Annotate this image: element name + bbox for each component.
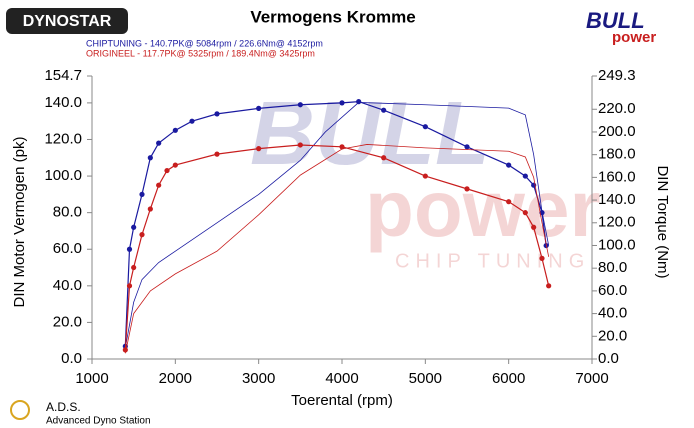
ads-logo: [10, 400, 30, 420]
data-point: [506, 199, 512, 205]
chart-title: Vermogens Kromme: [250, 7, 415, 26]
y2-tick-label: 0.0: [598, 350, 619, 367]
data-point: [297, 142, 303, 148]
x-tick-label: 6000: [492, 370, 525, 387]
data-point: [164, 167, 170, 174]
x-tick-label: 2000: [159, 370, 192, 387]
data-point: [522, 210, 528, 216]
y-tick-label: 100.0: [44, 167, 82, 184]
bull-logo: BULL: [586, 8, 645, 33]
y2-tick-label: 200.0: [598, 123, 636, 140]
y-tick-label: 40.0: [53, 277, 82, 294]
x-tick-label: 3000: [242, 370, 275, 387]
y2-tick-label: 60.0: [598, 282, 627, 299]
y2-tick-label: 140.0: [598, 191, 636, 208]
ads-full: Advanced Dyno Station: [46, 416, 151, 427]
data-point: [297, 102, 303, 108]
data-point: [131, 264, 137, 271]
data-point: [539, 255, 545, 261]
data-point: [464, 186, 470, 192]
x-axis-label: Toerental (rpm): [291, 392, 393, 409]
data-point: [422, 124, 428, 130]
series-line: [124, 102, 550, 348]
data-point: [139, 191, 145, 197]
data-point: [381, 107, 387, 113]
series-line: [124, 144, 550, 354]
y-tick-label: 154.7: [44, 67, 82, 84]
power-logo: power: [612, 29, 656, 46]
y-tick-label: 60.0: [53, 240, 82, 257]
legend-entry: CHIPTUNING - 140.7PK@ 5084rpm / 226.6Nm@…: [86, 38, 323, 48]
watermark-bull: BULL: [250, 84, 490, 184]
data-point: [339, 144, 345, 150]
y-tick-label: 20.0: [53, 313, 82, 330]
y2-tick-label: 220.0: [598, 100, 636, 117]
data-point: [214, 151, 220, 157]
y-tick-label: 120.0: [44, 130, 82, 147]
data-point: [214, 111, 220, 117]
x-tick-label: 4000: [325, 370, 358, 387]
y-tick-label: 80.0: [53, 204, 82, 221]
data-point: [139, 232, 145, 238]
dynostar-text: DYNOSTAR: [23, 13, 112, 30]
data-point: [356, 99, 362, 105]
data-point: [256, 146, 262, 152]
legend-entry: ORIGINEEL - 117.7PK@ 5325rpm / 189.4Nm@ …: [86, 48, 315, 58]
data-point: [422, 173, 428, 179]
watermark-power: power: [365, 164, 601, 253]
watermark-chip: CHIP TUNING: [395, 250, 590, 272]
data-point: [546, 283, 552, 289]
watermark: BULL power CHIP TUNING: [250, 84, 601, 273]
y2-axis-label: DIN Torque (Nm): [654, 165, 671, 278]
x-tick-label: 7000: [575, 370, 608, 387]
y2-tick-label: 80.0: [598, 259, 627, 276]
data-point: [256, 105, 262, 111]
data-point: [172, 162, 178, 168]
series-line: [124, 144, 550, 350]
data-point: [131, 224, 137, 230]
y2-tick-label: 20.0: [598, 327, 627, 344]
y2-tick-label: 40.0: [598, 305, 627, 322]
y2-tick-label: 100.0: [598, 236, 636, 253]
data-point: [339, 100, 345, 106]
x-tick-label: 1000: [75, 370, 108, 387]
data-point: [147, 155, 153, 161]
x-tick-label: 5000: [409, 370, 442, 387]
data-point: [189, 118, 195, 124]
data-point: [506, 162, 512, 168]
data-point: [126, 283, 133, 289]
y-tick-label: 140.0: [44, 94, 82, 111]
data-point: [147, 206, 153, 212]
ads-text: A.D.S.: [46, 400, 81, 414]
data-point: [172, 127, 178, 133]
data-point: [531, 224, 537, 230]
y-axis-label: DIN Motor Vermogen (pk): [11, 137, 28, 308]
data-point: [522, 173, 528, 179]
y2-tick-label: 120.0: [598, 214, 636, 231]
data-point: [381, 155, 387, 161]
y-tick-label: 0.0: [61, 350, 82, 367]
y2-tick-label: 160.0: [598, 168, 636, 185]
data-point: [156, 140, 162, 146]
data-point: [156, 182, 162, 188]
data-point: [126, 246, 133, 252]
data-point: [464, 144, 470, 150]
dynostar-logo: [6, 8, 128, 34]
y2-tick-label: 249.3: [598, 67, 636, 84]
y2-tick-label: 180.0: [598, 146, 636, 163]
